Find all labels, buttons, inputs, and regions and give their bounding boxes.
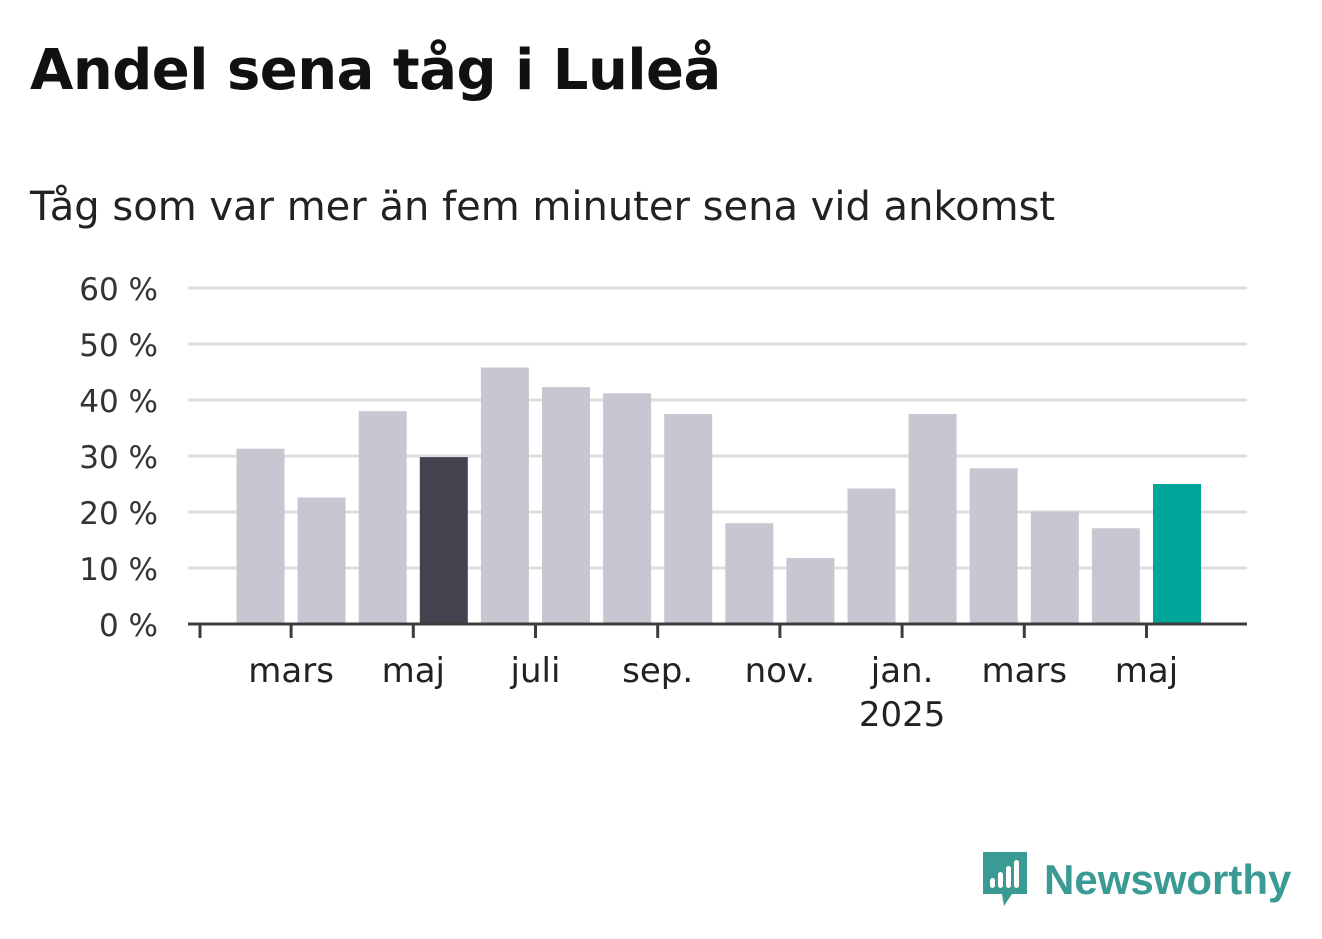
y-tick-label: 20 % xyxy=(79,496,158,532)
brand-name: Newsworthy xyxy=(1044,856,1292,903)
bar xyxy=(847,488,896,624)
bar xyxy=(297,497,346,624)
bar xyxy=(786,557,835,624)
x-tick-label: juli xyxy=(510,651,561,691)
bar xyxy=(542,387,590,624)
bar xyxy=(358,411,407,624)
bar xyxy=(1030,511,1079,624)
bar xyxy=(480,367,529,624)
x-tick-label: jan. xyxy=(870,651,934,691)
x-tick-label: mars xyxy=(981,651,1067,691)
y-tick-label: 50 % xyxy=(79,328,158,364)
x-tick-label: mars xyxy=(248,651,334,691)
y-tick-label: 10 % xyxy=(79,552,158,588)
x-tick-label: maj xyxy=(382,651,445,691)
x-tick-label: maj xyxy=(1115,651,1178,691)
gridlines xyxy=(188,286,1247,570)
bar xyxy=(908,414,957,624)
chart-subtitle: Tåg som var mer än fem minuter sena vid … xyxy=(30,184,1056,230)
y-axis-ticks: 0 % 10 % 20 % 30 % 40 % 50 % 60 % xyxy=(79,272,158,644)
y-tick-label: 0 % xyxy=(99,608,158,644)
bar xyxy=(969,468,1018,624)
x-axis: mars maj juli sep. nov. jan.2025 mars maj xyxy=(188,622,1247,735)
bar xyxy=(236,448,285,624)
newsworthy-logo-icon xyxy=(983,852,1027,906)
bar xyxy=(419,457,468,624)
y-tick-label: 30 % xyxy=(79,440,158,476)
y-tick-label: 40 % xyxy=(79,384,158,420)
bar xyxy=(603,393,652,624)
bar xyxy=(1091,528,1140,624)
bar xyxy=(725,523,774,624)
x-tick-label: sep. xyxy=(622,651,693,691)
x-tick-sublabel: 2025 xyxy=(859,695,946,735)
y-tick-label: 60 % xyxy=(79,272,158,308)
bar xyxy=(664,414,713,624)
bar xyxy=(1153,484,1201,624)
chart-title: Andel sena tåg i Luleå xyxy=(30,38,721,103)
bars xyxy=(236,367,1201,624)
x-tick-label: nov. xyxy=(745,651,816,691)
brand: Newsworthy xyxy=(980,850,1291,910)
